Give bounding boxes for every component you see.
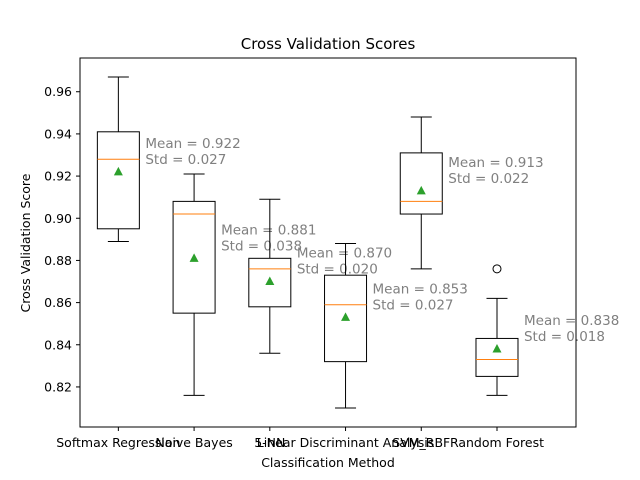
mean-annotation: Mean = 0.853: [373, 281, 468, 297]
mean-annotation: Mean = 0.881: [221, 222, 316, 238]
mean-annotation: Mean = 0.838: [524, 313, 619, 329]
x-tick-label: Naive Bayes: [155, 435, 232, 450]
chart-title: Cross Validation Scores: [241, 35, 416, 53]
box: [324, 274, 368, 363]
mean-marker: [341, 312, 351, 321]
x-tick-label: Random Forest: [450, 435, 544, 450]
mean-annotation: Mean = 0.922: [145, 136, 240, 152]
x-tick-label: SVM_RBF: [392, 435, 450, 450]
mean-marker: [113, 166, 123, 176]
mean-marker: [265, 276, 275, 286]
y-axis-title: Cross Validation Score: [18, 173, 33, 312]
y-tick-label: 0.92: [44, 169, 72, 184]
mean-marker: [492, 343, 502, 353]
std-annotation: Std = 0.020: [297, 262, 378, 278]
y-tick-label: 0.96: [44, 84, 72, 99]
x-tick-label: 5-NN: [254, 435, 285, 450]
box: [96, 131, 140, 230]
box: [475, 337, 519, 377]
y-tick-label: 0.88: [44, 253, 72, 268]
mean-annotation: Mean = 0.870: [297, 246, 392, 262]
std-annotation: Std = 0.027: [145, 152, 226, 168]
std-annotation: Std = 0.018: [524, 329, 605, 345]
plot-frame: [79, 57, 577, 428]
x-tick-label: Softmax Regression: [56, 435, 180, 450]
mean-annotation: Mean = 0.913: [448, 155, 543, 171]
std-annotation: Std = 0.038: [221, 238, 302, 254]
mean-marker: [416, 185, 426, 195]
y-tick-label: 0.84: [44, 337, 72, 352]
y-tick-label: 0.82: [44, 379, 72, 394]
x-axis-title: Classification Method: [261, 455, 395, 470]
box: [248, 257, 292, 308]
mean-marker: [189, 253, 199, 262]
box: [172, 200, 216, 314]
std-annotation: Std = 0.022: [448, 171, 529, 187]
y-tick-label: 0.86: [44, 295, 72, 310]
y-tick-label: 0.90: [44, 211, 72, 226]
outlier-point: [492, 264, 502, 274]
y-tick-label: 0.94: [44, 126, 72, 141]
box: [399, 152, 443, 215]
x-tick-label: Linear Discriminant Analysis: [257, 435, 434, 450]
std-annotation: Std = 0.027: [373, 297, 454, 313]
